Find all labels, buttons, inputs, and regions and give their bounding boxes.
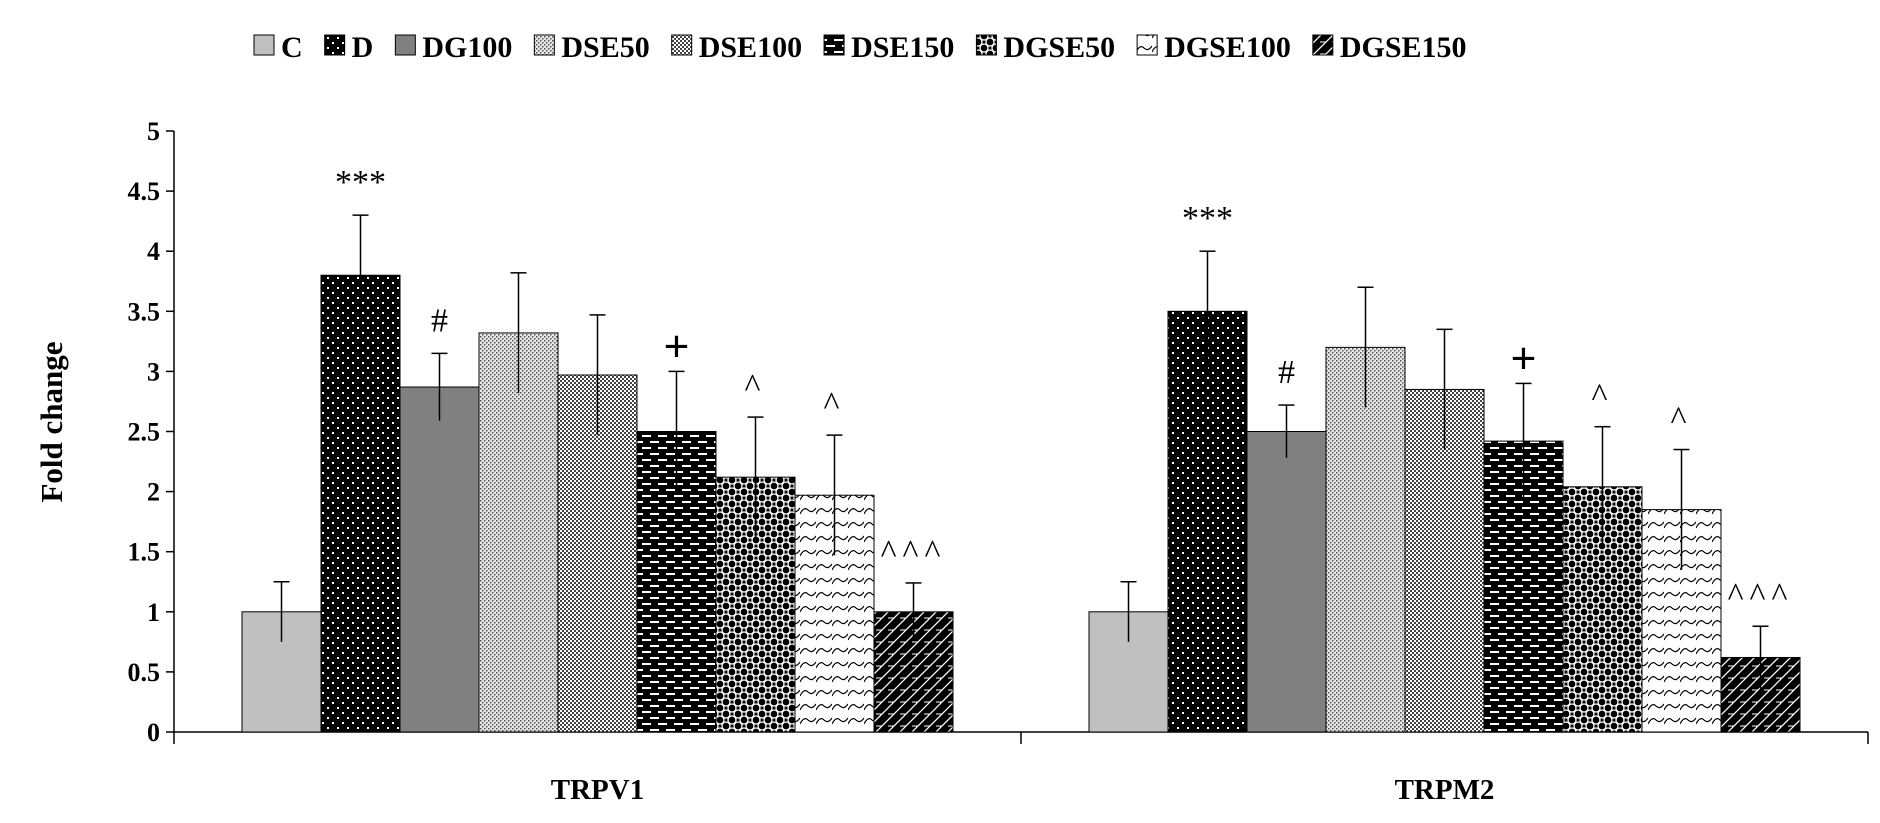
legend-label-DG100: DG100 [422, 31, 512, 64]
legend-swatch-DGSE50 [975, 34, 997, 56]
y-tick-label: 5 [147, 117, 160, 146]
y-tick-label: 0 [147, 718, 160, 747]
bar-DSE50-TRPV1 [478, 332, 559, 733]
legend-label-DGSE100: DGSE100 [1164, 31, 1291, 64]
legend-swatch-DGSE100 [1136, 34, 1158, 56]
y-tick-label: 4 [147, 237, 160, 266]
bars [241, 274, 1801, 733]
y-tick-label: 1 [147, 598, 160, 627]
x-tick-label: TRPM2 [1395, 774, 1495, 806]
bar-DG100-TRPV1 [399, 386, 480, 733]
legend-label-C: C [281, 31, 303, 64]
bar-D-TRPV1 [320, 274, 401, 733]
legend-swatch-C [253, 34, 275, 56]
legend-swatch-D [324, 34, 346, 56]
error-bars [273, 214, 1769, 689]
significance-label: ^ [824, 386, 846, 423]
significance-label: ^ [1671, 401, 1693, 438]
legend-label-DSE150: DSE150 [851, 31, 954, 64]
y-tick-label: 3.5 [128, 297, 161, 326]
legend-swatch-DG100 [394, 34, 416, 56]
bar-DG100-TRPM2 [1246, 431, 1327, 733]
legend-label-DGSE150: DGSE150 [1340, 31, 1467, 64]
y-tick-label: 3 [147, 357, 160, 386]
y-tick-label: 2 [147, 478, 160, 507]
y-tick-label: 1.5 [128, 538, 161, 567]
legend-label-DSE50: DSE50 [561, 31, 649, 64]
significance-label: # [1278, 354, 1295, 391]
legend: C D DG100 DSE50 DSE100 DSE150 DGSE50 DGSE100 DGS… [253, 31, 1467, 64]
legend-swatch-DSE50 [533, 34, 555, 56]
x-tick-label: TRPV1 [551, 774, 644, 806]
legend-swatch-DGSE150 [1312, 34, 1334, 56]
significance-label: ^ [745, 368, 767, 405]
y-tick-label: 2.5 [128, 418, 161, 447]
significance-label: + [1510, 332, 1536, 383]
legend-label-DSE100: DSE100 [699, 31, 802, 64]
y-tick-label: 0.5 [128, 658, 161, 687]
significance-label: ^ [1592, 378, 1614, 415]
legend-swatch-DSE100 [671, 34, 693, 56]
y-tick-label: 4.5 [128, 177, 161, 206]
significance-label: *** [335, 164, 386, 201]
bar-DSE50-TRPM2 [1325, 346, 1406, 733]
y-axis-label: Fold change [34, 341, 69, 502]
significance-label: ^^^ [1728, 577, 1794, 614]
significance-label: # [431, 302, 448, 339]
legend-label-D: D [352, 31, 374, 64]
legend-swatch-DSE150 [823, 34, 845, 56]
significance-annotations: ***# +^ ^^^^***# +^^^^^ [335, 164, 1794, 614]
significance-label: + [663, 320, 689, 371]
significance-label: ^^^ [881, 534, 947, 571]
bar-D-TRPM2 [1167, 310, 1248, 733]
legend-label-DGSE50: DGSE50 [1003, 31, 1115, 64]
significance-label: *** [1182, 200, 1233, 237]
